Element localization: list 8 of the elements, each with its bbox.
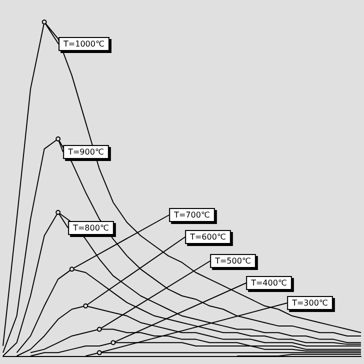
text: T=300℃ xyxy=(291,298,328,308)
series-label: T=900℃ xyxy=(67,148,104,156)
text: T=500℃ xyxy=(214,256,251,266)
text: T=700℃ xyxy=(173,210,210,220)
text: T=400℃ xyxy=(250,278,287,288)
series-label: T=1000℃ xyxy=(62,40,104,48)
text: T=600℃ xyxy=(189,232,226,242)
series-label: T=800℃ xyxy=(72,224,109,232)
